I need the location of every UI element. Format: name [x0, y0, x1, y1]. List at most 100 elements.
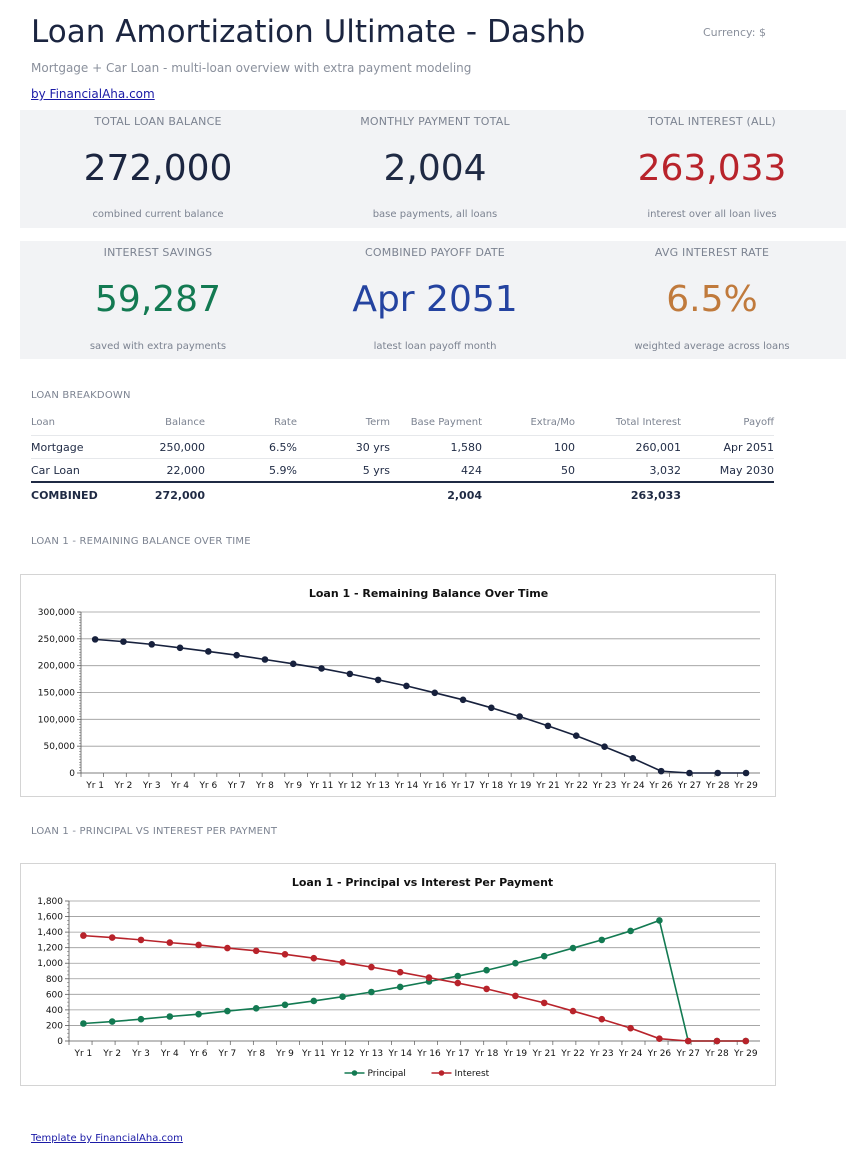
x-tick-label: Yr 7 — [218, 1049, 237, 1059]
y-tick-label: 200 — [46, 1021, 63, 1031]
x-tick-label: Yr 1 — [85, 781, 104, 791]
x-tick-label: Yr 23 — [592, 781, 617, 791]
x-tick-label: Yr 4 — [160, 1049, 179, 1059]
table-cell: COMBINED — [31, 481, 121, 507]
x-tick-label: Yr 18 — [479, 781, 504, 791]
kpi-panel-bottom: INTEREST SAVINGS 59,287 saved with extra… — [20, 241, 846, 359]
kpi-monthly-payment-total: MONTHLY PAYMENT TOTAL 2,004 base payment… — [297, 115, 573, 228]
table-cell — [681, 481, 774, 507]
x-tick-label: Yr 8 — [255, 781, 274, 791]
table-cell: Car Loan — [31, 458, 121, 482]
x-tick-label: Yr 28 — [704, 1049, 729, 1059]
data-point — [289, 660, 297, 668]
data-point — [512, 959, 519, 967]
section-label-balance-chart: LOAN 1 - REMAINING BALANCE OVER TIME — [31, 536, 251, 547]
y-tick-label: 1,800 — [37, 897, 63, 907]
kpi-value: 59,287 — [95, 279, 221, 320]
x-tick-label: Yr 29 — [733, 1049, 758, 1059]
data-point — [656, 917, 663, 924]
data-point — [205, 648, 212, 655]
data-point — [714, 769, 722, 777]
column-header: Base Payment — [410, 416, 482, 428]
data-point — [346, 670, 354, 678]
kpi-label: MONTHLY PAYMENT TOTAL — [360, 115, 510, 128]
data-point — [483, 985, 490, 993]
data-point — [281, 1001, 289, 1009]
data-point — [569, 1007, 577, 1015]
data-point — [318, 665, 325, 672]
x-tick-label: Yr 14 — [387, 1049, 412, 1059]
y-tick-label: 50,000 — [44, 742, 76, 752]
x-tick-label: Yr 6 — [189, 1049, 208, 1059]
column-header: Term — [365, 416, 390, 428]
y-tick-label: 150,000 — [38, 689, 75, 699]
table-cell: 272,000 — [121, 481, 205, 507]
data-point — [339, 993, 346, 1000]
data-point — [148, 641, 156, 648]
page-subtitle: Mortgage + Car Loan - multi-loan overvie… — [31, 61, 472, 75]
data-point — [396, 968, 404, 976]
kpi-subtext: saved with extra payments — [89, 341, 227, 352]
data-point — [742, 769, 750, 777]
x-tick-label: Yr 22 — [560, 1049, 585, 1059]
footer-link[interactable]: Template by FinancialAha.com — [31, 1133, 183, 1144]
byline-link[interactable]: by FinancialAha.com — [31, 87, 155, 101]
x-tick-label: Yr 29 — [733, 781, 758, 791]
data-point — [569, 944, 577, 952]
y-tick-label: 400 — [46, 1006, 63, 1016]
kpi-value: 6.5% — [666, 279, 758, 320]
data-point — [195, 941, 202, 949]
data-point — [627, 1024, 634, 1032]
y-tick-label: 100,000 — [38, 715, 75, 725]
y-tick-label: 200,000 — [38, 662, 75, 672]
x-tick-label: Yr 13 — [365, 781, 390, 791]
data-point — [572, 732, 580, 740]
table-cell: 22,000 — [121, 458, 205, 482]
x-tick-label: Yr 27 — [677, 781, 702, 791]
legend-marker — [438, 1070, 445, 1076]
column-header: Balance — [165, 416, 205, 428]
data-point — [339, 959, 346, 966]
column-header: Loan — [31, 416, 55, 428]
currency-label: Currency: $ — [703, 26, 766, 39]
table-cell: 50 — [482, 458, 575, 482]
x-tick-label: Yr 19 — [507, 781, 532, 791]
x-tick-label: Yr 22 — [563, 781, 588, 791]
table-cell: May 2030 — [681, 458, 774, 482]
data-point — [483, 966, 490, 974]
column-header: Rate — [274, 416, 297, 428]
kpi-label: TOTAL LOAN BALANCE — [94, 115, 222, 128]
table-cell: Mortgage — [31, 435, 121, 459]
data-point — [403, 682, 410, 690]
table-cell: 5 yrs — [297, 458, 390, 482]
loan-breakdown-table: Loan Balance Rate Term Base Payment Extr… — [31, 409, 774, 507]
chart-title: Loan 1 - Remaining Balance Over Time — [309, 587, 548, 600]
table-cell: 30 yrs — [297, 435, 390, 459]
x-tick-label: Yr 28 — [705, 781, 730, 791]
y-tick-label: 600 — [46, 990, 63, 1000]
x-tick-label: Yr 12 — [337, 781, 362, 791]
table-row: Mortgage 250,000 6.5% 30 yrs 1,580 100 2… — [31, 435, 774, 459]
data-point — [396, 983, 404, 991]
y-tick-label: 1,600 — [37, 913, 63, 923]
x-tick-label: Yr 16 — [416, 1049, 441, 1059]
section-label-principal-interest-chart: LOAN 1 - PRINCIPAL VS INTEREST PER PAYME… — [31, 826, 278, 837]
kpi-combined-payoff-date: COMBINED PAYOFF DATE Apr 2051 latest loa… — [297, 246, 573, 359]
legend-label: Interest — [455, 1069, 490, 1079]
x-tick-label: Yr 17 — [445, 1049, 470, 1059]
table-cell — [482, 481, 575, 507]
kpi-value: 2,004 — [383, 148, 487, 189]
data-point — [601, 743, 608, 751]
data-point — [310, 997, 318, 1005]
chart-title: Loan 1 - Principal vs Interest Per Payme… — [292, 876, 553, 889]
x-tick-label: Yr 13 — [359, 1049, 384, 1059]
principal-interest-chart: Loan 1 - Principal vs Interest Per Payme… — [37, 876, 760, 1079]
kpi-total-interest: TOTAL INTEREST (ALL) 263,033 interest ov… — [574, 115, 850, 228]
table-cell: 3,032 — [575, 458, 681, 482]
data-point — [310, 954, 318, 962]
data-point — [252, 1005, 260, 1012]
x-tick-label: Yr 24 — [620, 781, 645, 791]
data-point — [137, 936, 145, 944]
data-point — [91, 636, 99, 643]
data-point — [261, 656, 269, 663]
